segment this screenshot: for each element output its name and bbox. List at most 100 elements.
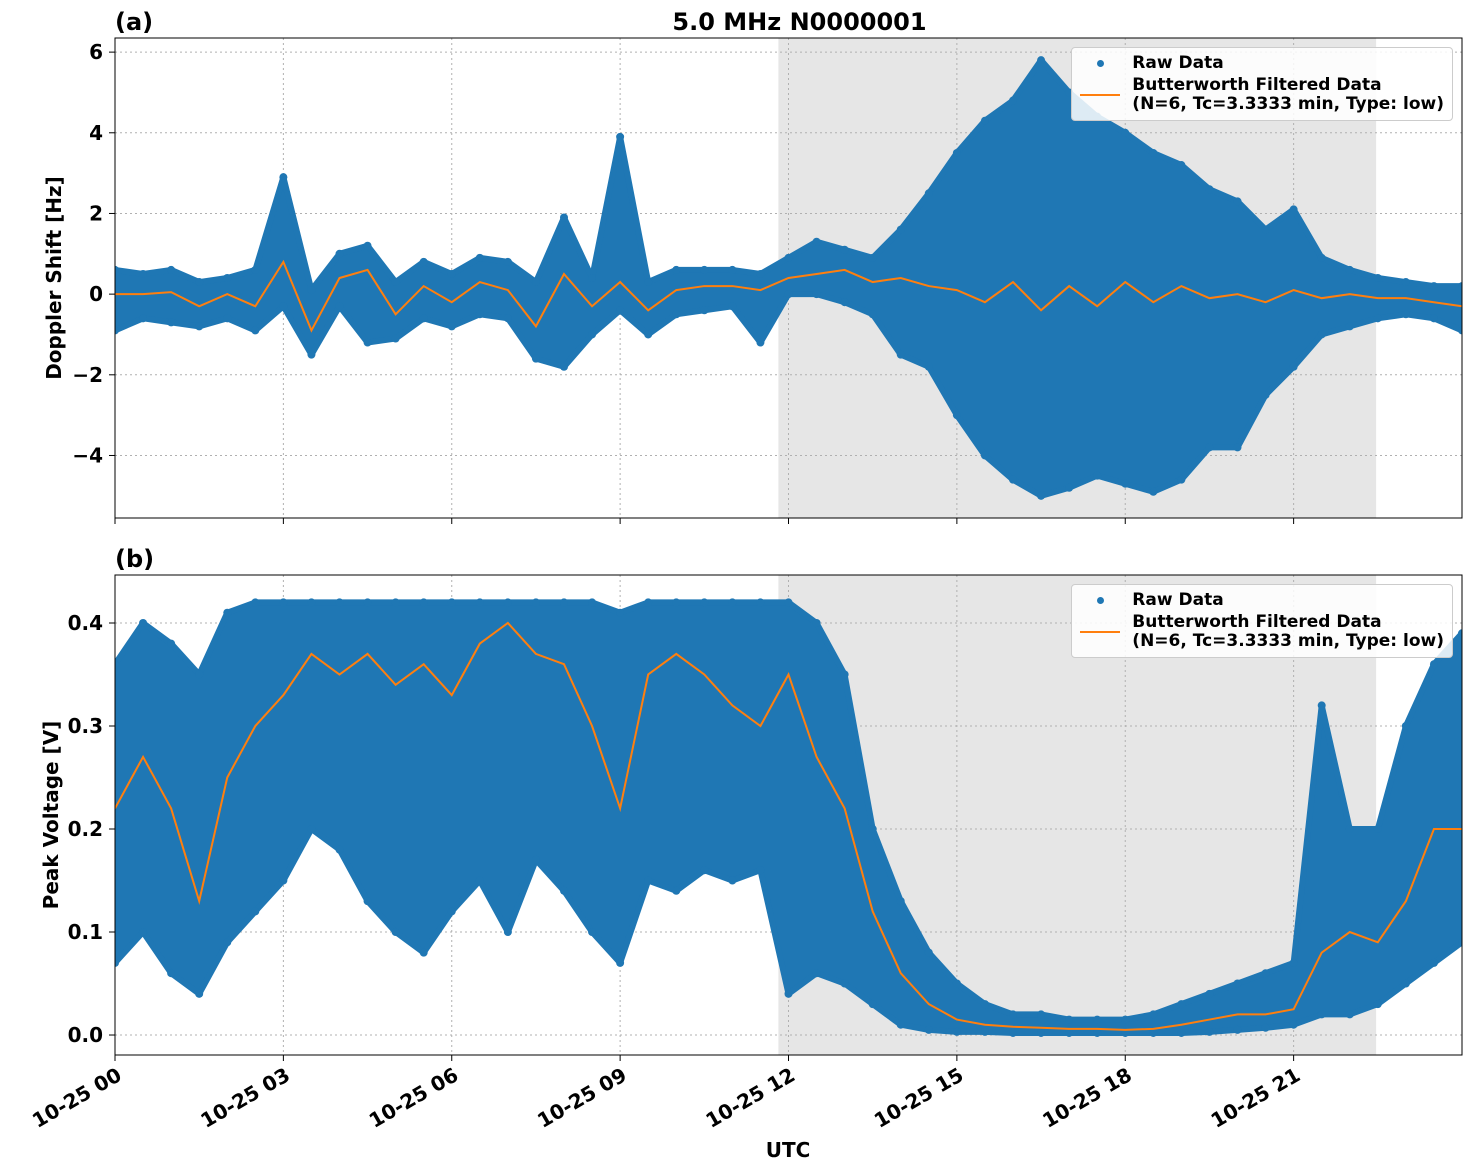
raw-data-point [447,598,456,607]
raw-data-point [980,451,989,460]
raw-data-point [1121,479,1130,488]
raw-data-point [896,225,905,234]
raw-data-point [644,876,653,885]
raw-data-point [784,253,793,262]
raw-data-point [1289,958,1298,967]
legend-label: Butterworth Filtered Data (N=6, Tc=3.333… [1132,612,1444,651]
raw-data-point [756,269,765,278]
raw-data-point [279,302,288,311]
raw-data-point [307,825,316,834]
raw-data-point [139,928,148,937]
raw-data-point [335,598,344,607]
raw-data-point [868,825,877,834]
legend-key [1080,76,1121,96]
raw-data-point [672,265,681,274]
legend-marker [1097,597,1105,604]
raw-data-point [700,598,709,607]
raw-data-point [1205,1027,1214,1036]
raw-data-point [1345,1010,1354,1019]
raw-data-point [167,318,176,327]
legend: Raw Data Butterworth Filtered Data (N=6, … [1071,47,1453,121]
axes-frame [114,574,1463,1056]
raw-data-point [1289,205,1298,214]
raw-data-cloud [115,599,1462,1036]
raw-data-point [447,269,456,278]
raw-data-point [279,173,288,182]
plot-data [115,56,1462,500]
raw-data-point [475,876,484,885]
raw-data-point [756,866,765,875]
raw-data-point [1037,56,1046,65]
raw-data-point [1149,148,1158,157]
raw-data-point [588,598,597,607]
raw-data-point [868,253,877,262]
legend-key [1080,591,1120,611]
raw-data-point [1317,330,1326,339]
raw-data-point [840,670,849,679]
raw-data-point [616,958,625,967]
raw-data-point [307,350,316,359]
plot-data [115,598,1462,1037]
raw-data-point [1233,979,1242,988]
raw-data-point [223,314,232,323]
raw-data-point [363,598,372,607]
raw-data-point [447,907,456,916]
raw-data-point [1345,825,1354,834]
raw-data-point [1009,1028,1017,1037]
raw-data-point [1121,128,1130,137]
raw-data-point [503,314,512,323]
raw-data-point [1317,253,1326,262]
raw-data-point [1261,390,1270,399]
raw-data-point [531,855,540,864]
raw-data-point [531,598,540,607]
raw-data-point [251,265,260,274]
legend-label: Raw Data [1132,590,1224,610]
raw-data-point [1429,660,1438,669]
raw-data-point [812,619,821,627]
raw-data-point [616,132,625,141]
x-tick-label: 10-25 15 [870,1063,968,1133]
raw-data-point [307,286,316,295]
raw-data-point [784,290,793,299]
raw-data-point [952,411,961,420]
raw-data-point [1065,1028,1074,1037]
raw-data-point [588,274,597,282]
raw-data-point [1261,225,1270,234]
raw-data-point [1037,491,1046,500]
raw-data-point [475,598,484,607]
raw-data-point [1345,265,1354,274]
y-tick-label: 4 [89,121,103,145]
raw-data-point [447,322,456,331]
raw-data-point [1429,314,1438,323]
raw-data-point [1289,1020,1298,1029]
raw-data-point [195,322,204,331]
filtered-line [115,259,1462,333]
panel-label: (a) [115,8,153,36]
raw-data-point [588,330,597,339]
raw-data-point [335,249,344,258]
raw-data-point [1065,1015,1074,1024]
raw-data-point [1317,701,1326,710]
raw-data-point [1121,1015,1130,1024]
raw-data-point [1233,443,1242,452]
raw-data-point [896,897,905,906]
raw-data-point [812,237,821,246]
raw-data-point [756,598,765,607]
raw-data-point [223,608,232,617]
raw-data-point [1009,1010,1017,1019]
raw-data-point [115,660,119,669]
raw-data-point [167,969,176,978]
raw-data-point [1373,825,1382,834]
raw-data-point [475,310,484,319]
y-axis-label: Peak Voltage [V] [39,721,63,910]
raw-data-point [756,338,765,347]
raw-data-point [1401,310,1410,319]
legend-entry: Butterworth Filtered Data (N=6, Tc=3.333… [1080,613,1444,651]
raw-data-point [1458,629,1462,638]
y-tick-label: −4 [72,443,103,467]
y-tick-label: 2 [89,201,103,225]
legend-key [1080,54,1120,74]
raw-data-point [672,310,681,319]
raw-data-point [868,310,877,319]
raw-data-point [1177,1000,1186,1009]
